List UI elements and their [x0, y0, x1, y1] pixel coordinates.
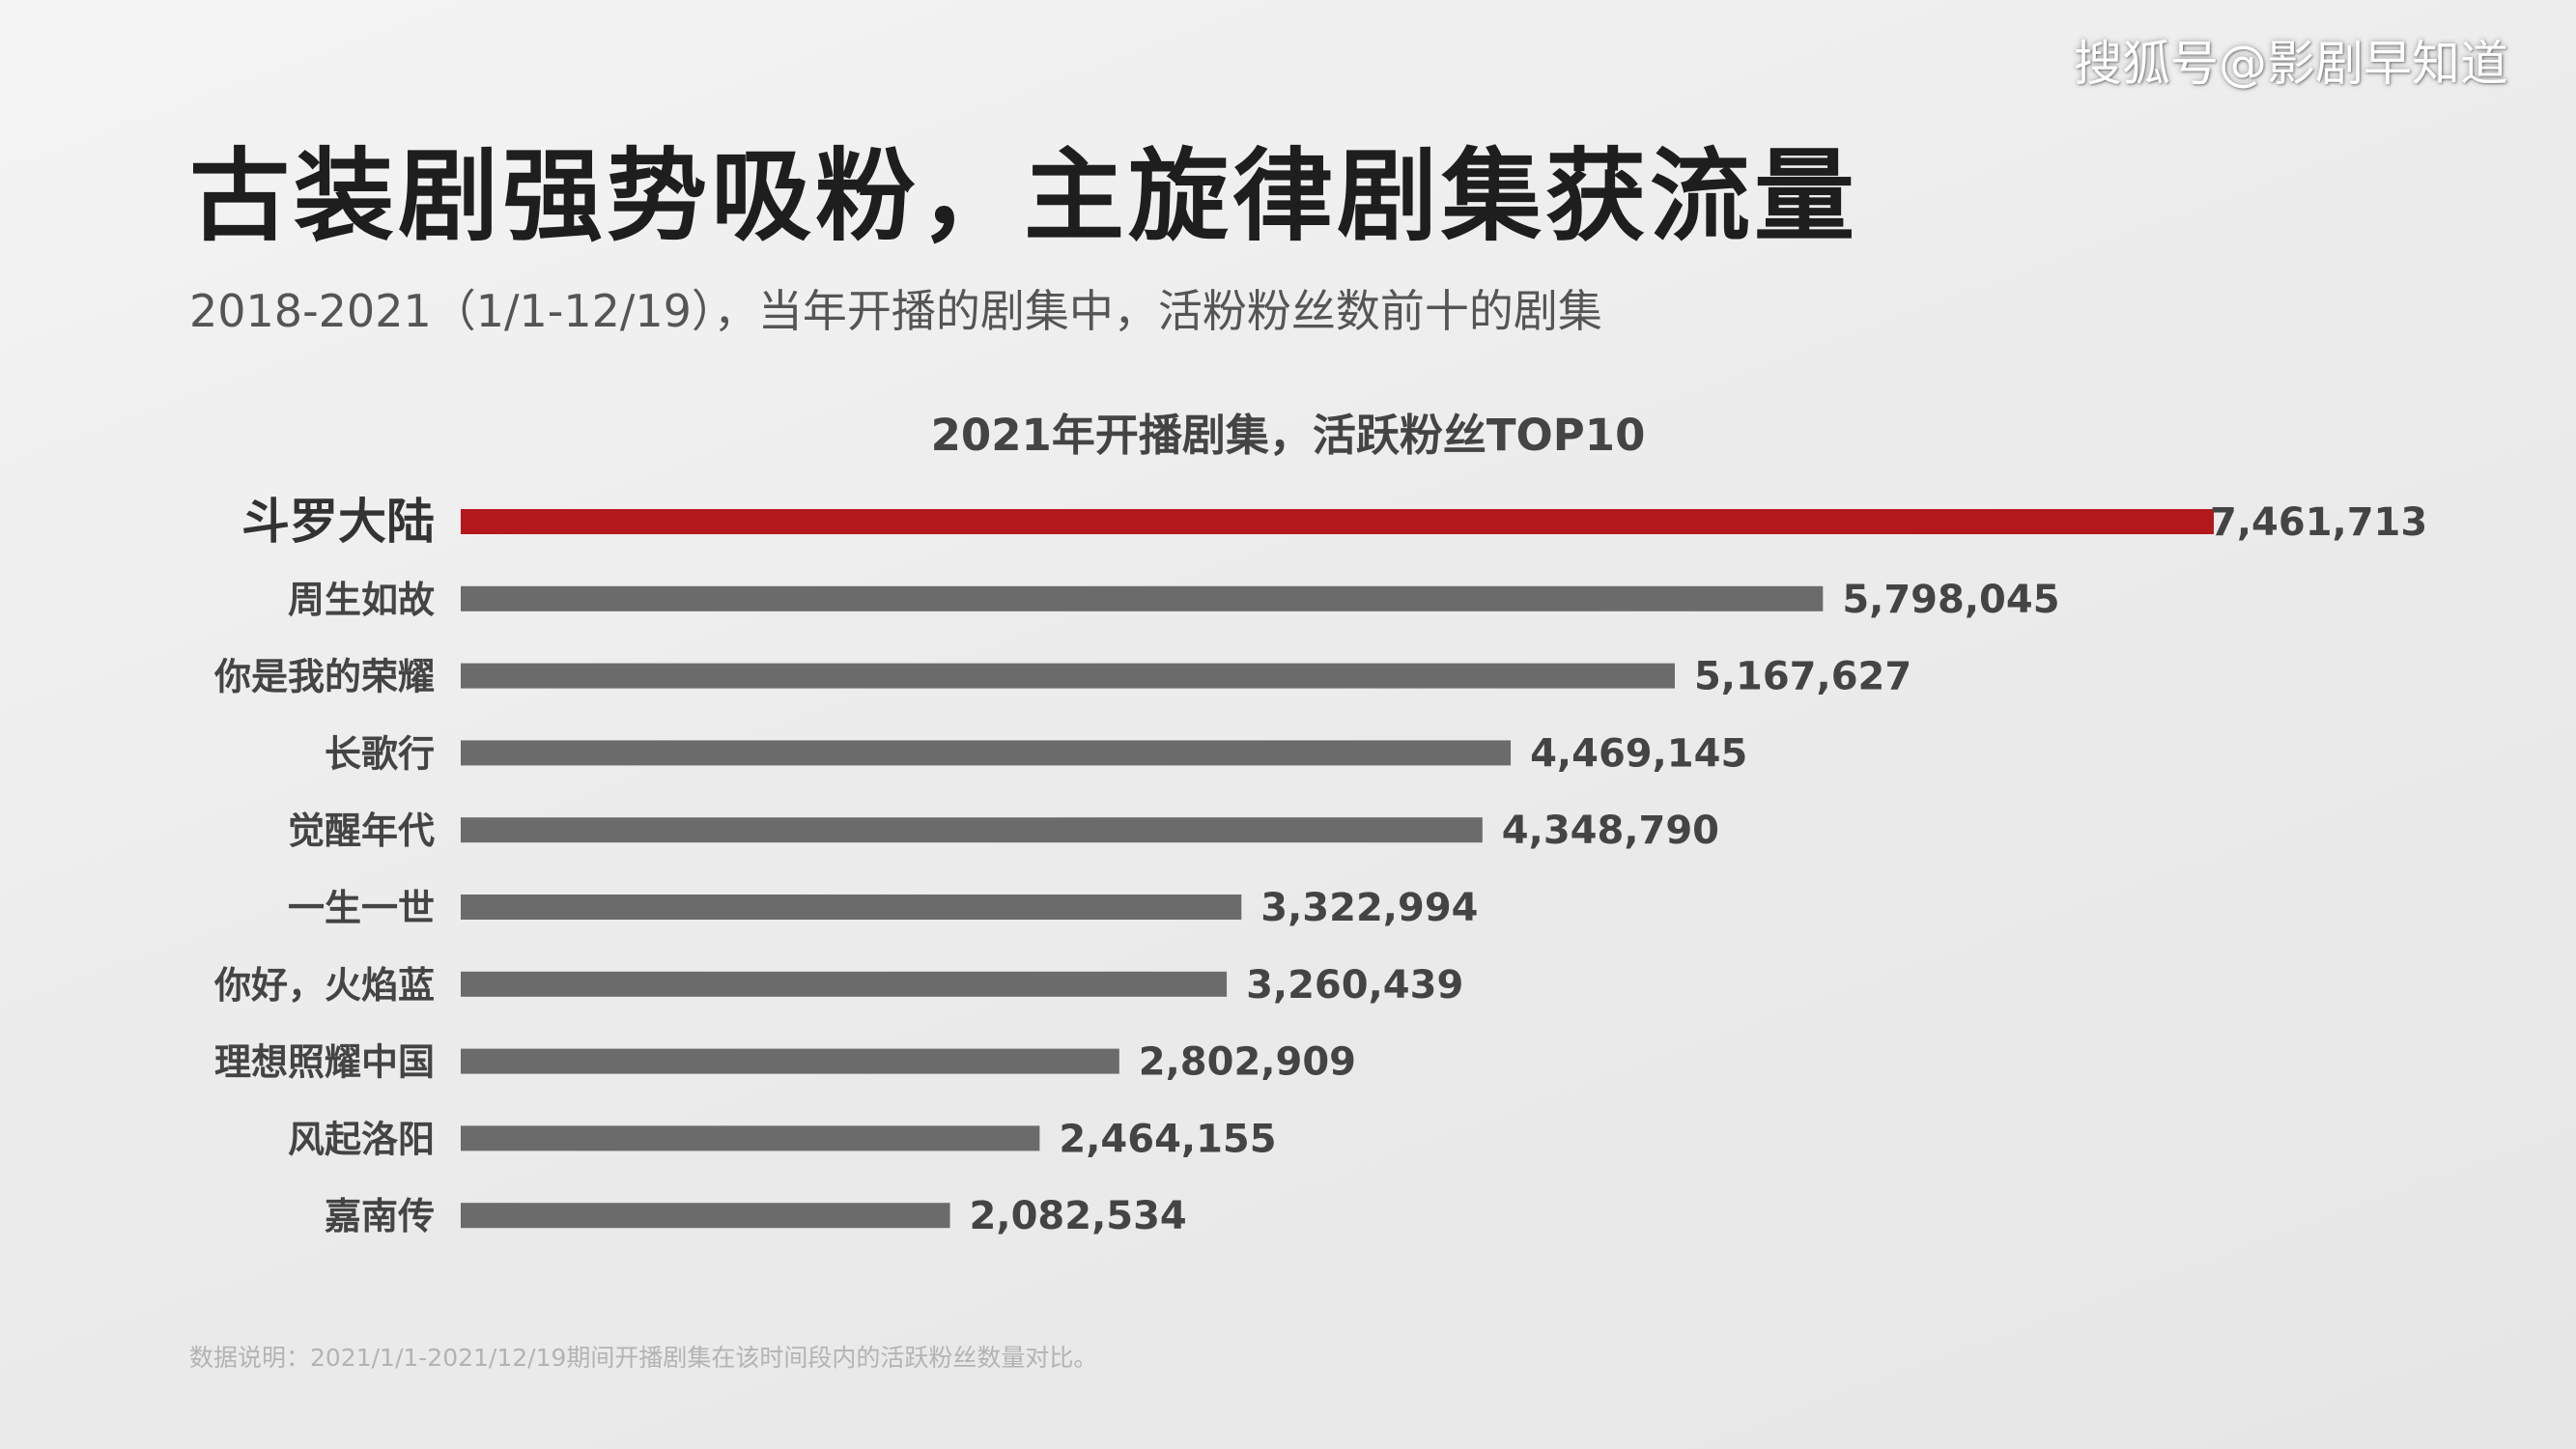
category-label: 觉醒年代: [288, 810, 435, 852]
bar: [461, 1125, 1040, 1151]
category-label: 理想照耀中国: [214, 1041, 435, 1084]
chart-title: 2021年开播剧集，活跃粉丝TOP10: [0, 400, 2576, 463]
bar-highlight: [461, 509, 2214, 534]
page-title: 古装剧强势吸粉，主旋律剧集获流量: [189, 137, 1859, 255]
value-label: 5,167,627: [1694, 655, 1911, 699]
category-label: 一生一世: [288, 887, 435, 929]
watermark: 搜狐号@影剧早知道: [2074, 36, 2508, 92]
bar: [461, 1048, 1119, 1074]
bar: [461, 971, 1228, 997]
category-label: 长歌行: [325, 732, 435, 775]
data-footnote: 数据说明：2021/1/1-2021/12/19期间开播剧集在该时间段内的活跃粉…: [189, 1344, 1098, 1372]
bar: [461, 1203, 950, 1229]
page-subtitle: 2018-2021（1/1-12/19），当年开播的剧集中，活粉粉丝数前十的剧集: [189, 285, 1602, 337]
category-label: 周生如故: [288, 579, 435, 621]
value-label: 2,464,155: [1059, 1117, 1276, 1161]
bar: [461, 585, 1824, 611]
value-label: 3,322,994: [1260, 886, 1478, 930]
bar: [461, 663, 1675, 689]
category-label: 你是我的荣耀: [213, 656, 435, 698]
bar-chart-layer: 斗罗大陆 7,461,713 周生如故 5,798,045 你是我的荣耀 5,167,62…: [213, 494, 2427, 1238]
value-label: 2,082,534: [970, 1194, 1187, 1238]
value-label: 2,802,909: [1139, 1040, 1356, 1085]
category-label: 斗罗大陆: [241, 494, 435, 550]
value-label: 4,348,790: [1502, 809, 1719, 853]
value-label: 7,461,713: [2210, 500, 2427, 545]
value-label: 3,260,439: [1246, 963, 1463, 1008]
category-label: 嘉南传: [325, 1195, 435, 1237]
category-label: 你好，火焰蓝: [213, 964, 435, 1007]
chart-title-text: 2021年开播剧集，活跃粉丝TOP10: [930, 410, 1646, 461]
value-label: 4,469,145: [1530, 731, 1747, 776]
value-label: 5,798,045: [1842, 578, 2059, 622]
bar: [461, 817, 1483, 843]
bar: [461, 740, 1512, 766]
category-label: 风起洛阳: [288, 1118, 435, 1160]
bar: [461, 895, 1242, 920]
